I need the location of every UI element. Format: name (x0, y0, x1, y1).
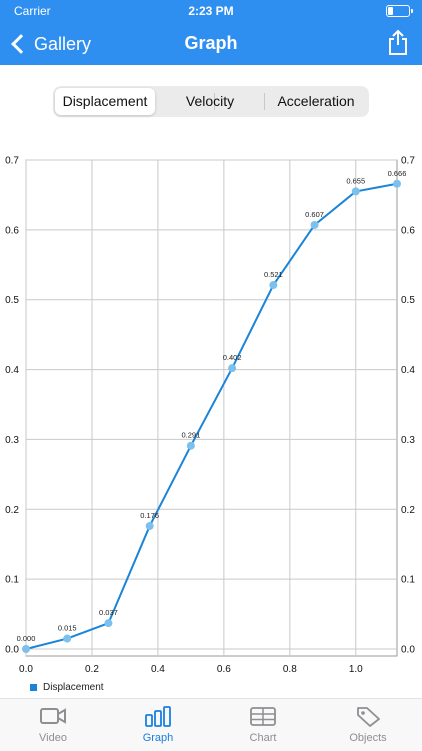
status-bar: Carrier 2:23 PM (0, 3, 422, 19)
back-button[interactable]: Gallery (10, 30, 91, 58)
data-label: 0.291 (181, 431, 200, 440)
data-label: 0.521 (264, 270, 283, 279)
data-point[interactable] (186, 441, 195, 450)
data-label: 0.037 (99, 608, 118, 617)
data-label: 0.666 (388, 169, 407, 178)
tab-chart[interactable]: Chart (228, 705, 298, 744)
displacement-series-line (25, 182, 398, 650)
data-point[interactable] (22, 645, 30, 654)
data-point[interactable] (269, 281, 278, 290)
y-tick-label-left: 0.4 (5, 365, 19, 376)
data-point[interactable] (228, 364, 237, 373)
share-icon[interactable] (386, 28, 410, 56)
y-tick-label-left: 0.6 (5, 225, 19, 236)
segmented-control: Displacement Velocity Acceleration (53, 86, 369, 117)
tab-video-label: Video (39, 732, 67, 744)
y-tick-label-left: 0.7 (5, 156, 19, 167)
status-time: 2:23 PM (188, 4, 234, 18)
tab-objects[interactable]: Objects (333, 705, 403, 744)
legend-label: Displacement (43, 682, 104, 693)
tab-chart-label: Chart (249, 732, 277, 744)
legend-swatch (30, 684, 37, 691)
battery-fill (388, 7, 393, 15)
y-tick-label-right: 0.0 (401, 645, 415, 656)
tag-icon (357, 707, 380, 727)
data-label: 0.176 (140, 511, 159, 520)
data-label: 0.015 (58, 624, 77, 633)
segment-acceleration[interactable]: Acceleration (277, 93, 355, 109)
data-label: 0.607 (305, 210, 324, 219)
data-point[interactable] (310, 220, 319, 229)
y-tick-label-left: 0.1 (5, 575, 19, 586)
y-tick-label-right: 0.3 (401, 435, 415, 446)
data-label: 0.655 (346, 176, 365, 185)
data-point[interactable] (104, 619, 113, 628)
bar-chart-icon (145, 706, 171, 727)
y-tick-label-right: 0.5 (401, 295, 415, 306)
x-tick-label: 0.0 (19, 664, 33, 675)
segment-displacement[interactable]: Displacement (55, 88, 155, 115)
tab-video[interactable]: Video (18, 705, 88, 744)
y-tick-label-left: 0.0 (5, 645, 19, 656)
tab-objects-label: Objects (349, 732, 387, 744)
x-tick-label: 0.8 (283, 664, 297, 675)
data-label: 0.402 (223, 353, 242, 362)
data-point[interactable] (145, 522, 154, 531)
segment-divider (264, 93, 265, 110)
y-tick-label-right: 0.1 (401, 575, 415, 586)
data-point[interactable] (351, 187, 360, 196)
data-label: 0.000 (17, 634, 36, 643)
video-icon (40, 708, 66, 724)
x-tick-label: 0.6 (217, 664, 231, 675)
x-tick-label: 0.2 (85, 664, 99, 675)
tab-bar: Video Graph Chart Objects (0, 698, 422, 751)
back-label: Gallery (34, 33, 92, 54)
segment-velocity[interactable]: Velocity (185, 93, 235, 109)
y-tick-label-left: 0.5 (5, 295, 19, 306)
y-tick-label-left: 0.2 (5, 505, 19, 516)
nav-header: Carrier 2:23 PM Gallery Graph (0, 0, 422, 65)
y-tick-label-left: 0.3 (5, 435, 19, 446)
data-point[interactable] (63, 634, 72, 643)
y-tick-label-right: 0.4 (401, 365, 415, 376)
table-icon (250, 707, 276, 726)
displacement-chart[interactable]: 0.0 0.2 0.4 0.6 0.8 1.00.0 0.00.1 0.10.2 0.20.3 0… (0, 140, 422, 676)
navigation-bar: Gallery Graph (0, 28, 422, 60)
data-point[interactable] (393, 179, 401, 188)
page-title: Graph (184, 33, 238, 53)
chart-legend: Displacement (30, 682, 104, 693)
x-tick-label: 1.0 (349, 664, 363, 675)
x-tick-label: 0.4 (151, 664, 165, 675)
tab-graph-label: Graph (142, 732, 174, 744)
carrier-label: Carrier (14, 4, 51, 18)
segment-divider (214, 93, 215, 110)
tab-graph[interactable]: Graph (123, 705, 193, 744)
battery-icon (386, 5, 413, 17)
y-tick-label-right: 0.7 (401, 156, 415, 167)
y-tick-label-right: 0.6 (401, 225, 415, 236)
y-tick-label-right: 0.2 (401, 505, 415, 516)
